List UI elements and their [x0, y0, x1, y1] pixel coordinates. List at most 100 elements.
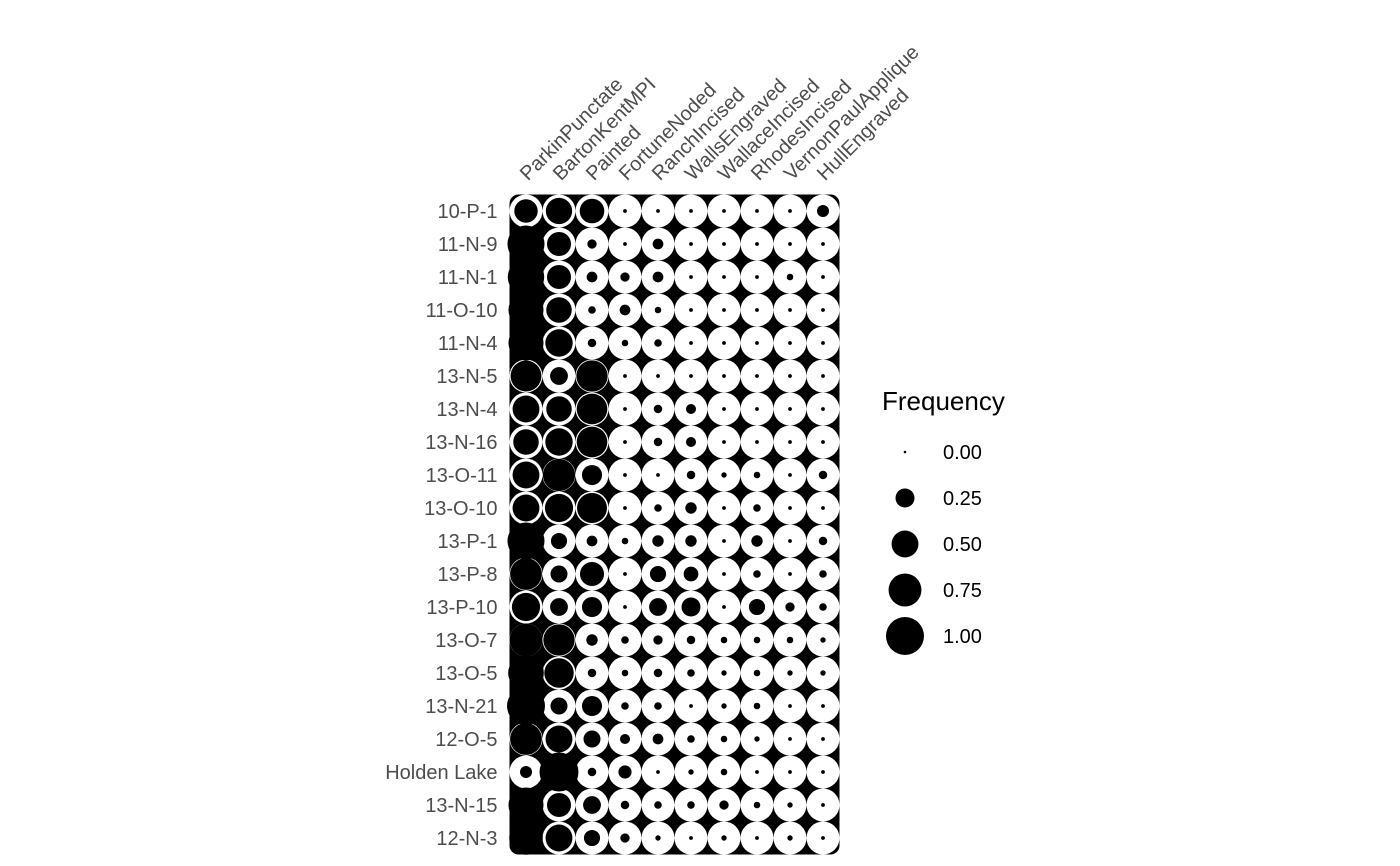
data-point [755, 308, 759, 312]
y-tick-label: 13-N-4 [436, 399, 497, 421]
data-point [755, 440, 759, 444]
data-point [619, 733, 631, 745]
data-point [788, 242, 792, 246]
data-point [653, 404, 663, 414]
y-tick-label: 11-O-10 [426, 300, 498, 322]
data-point [820, 637, 826, 643]
legend-key-label: 0.50 [943, 534, 982, 556]
data-point [821, 374, 825, 378]
data-point [687, 735, 695, 743]
data-point [550, 367, 568, 385]
data-point [788, 737, 792, 741]
data-point [550, 697, 568, 715]
data-point [509, 623, 543, 657]
legend-key-label: 0.00 [943, 442, 982, 464]
legend-key-point [886, 617, 924, 655]
data-point [623, 440, 627, 444]
y-tick-label: 13-O-10 [424, 498, 497, 520]
data-point [755, 209, 759, 213]
size-legend: Frequency 0.00 0.25 0.50 0.75 1.00 [882, 386, 1005, 655]
data-point [788, 473, 792, 477]
data-point [620, 272, 630, 282]
data-point [586, 634, 598, 646]
data-point [621, 537, 629, 545]
data-point [685, 502, 697, 514]
data-point [623, 407, 627, 411]
data-point [652, 733, 664, 745]
data-point [621, 636, 629, 644]
data-point [788, 308, 792, 312]
data-point [656, 473, 660, 477]
data-point [722, 407, 726, 411]
data-point [722, 605, 726, 609]
y-tick-label: 13-N-21 [425, 696, 497, 718]
data-point [510, 360, 542, 392]
data-point [821, 308, 825, 312]
legend-key-label: 1.00 [943, 626, 982, 648]
data-point [821, 506, 825, 510]
data-point [621, 339, 629, 347]
data-point [818, 470, 828, 480]
data-point [544, 658, 574, 688]
data-point [652, 238, 664, 250]
data-point [509, 821, 543, 855]
data-point [687, 669, 695, 677]
data-point [821, 407, 825, 411]
data-point [653, 437, 663, 447]
data-point [619, 304, 631, 316]
data-point [722, 440, 726, 444]
y-tick-label: 13-P-8 [437, 564, 497, 586]
data-point [786, 636, 794, 644]
data-point [654, 702, 662, 710]
data-point [785, 602, 795, 612]
data-point [652, 535, 664, 547]
data-point [546, 396, 572, 422]
data-point [689, 374, 693, 378]
data-point [821, 242, 825, 246]
data-point [753, 471, 761, 479]
legend-key-point [891, 530, 919, 558]
data-point [586, 271, 598, 283]
y-tick-label: 11-N-9 [438, 234, 498, 256]
data-point [755, 275, 759, 279]
data-point [620, 800, 630, 810]
data-point [818, 536, 828, 546]
y-axis-tick-labels: 10-P-1 11-N-9 11-N-1 11-O-10 11-N-4 13-N-5 13-… [385, 201, 497, 850]
data-point [623, 605, 627, 609]
y-tick-label: 13-P-1 [437, 531, 497, 553]
data-point [689, 209, 693, 213]
data-point [623, 572, 627, 576]
data-point [788, 704, 792, 708]
data-point [689, 341, 693, 345]
y-tick-label: Holden Lake [385, 762, 497, 784]
data-point [753, 570, 761, 578]
data-point [507, 225, 545, 263]
data-point [788, 572, 792, 576]
data-point [788, 506, 792, 510]
data-point [546, 297, 572, 323]
data-point [686, 470, 696, 480]
data-point [788, 770, 792, 774]
data-point [722, 209, 726, 213]
y-tick-label: 13-O-5 [435, 663, 497, 685]
data-point [753, 702, 761, 710]
legend-key-point [888, 573, 922, 607]
data-point [755, 836, 759, 840]
data-point [576, 426, 608, 458]
data-point [579, 198, 605, 224]
data-point [618, 765, 632, 779]
data-point [720, 768, 728, 776]
data-point [681, 597, 701, 617]
data-point [507, 687, 545, 725]
data-point [721, 670, 727, 676]
data-point [722, 572, 726, 576]
legend-key-label: 0.75 [943, 580, 982, 602]
data-point [688, 769, 694, 775]
data-point [654, 306, 662, 314]
y-tick-label: 12-N-3 [436, 828, 497, 850]
y-tick-label: 10-P-1 [437, 201, 497, 223]
data-point [508, 325, 544, 361]
data-point [623, 473, 627, 477]
data-point [654, 801, 662, 809]
